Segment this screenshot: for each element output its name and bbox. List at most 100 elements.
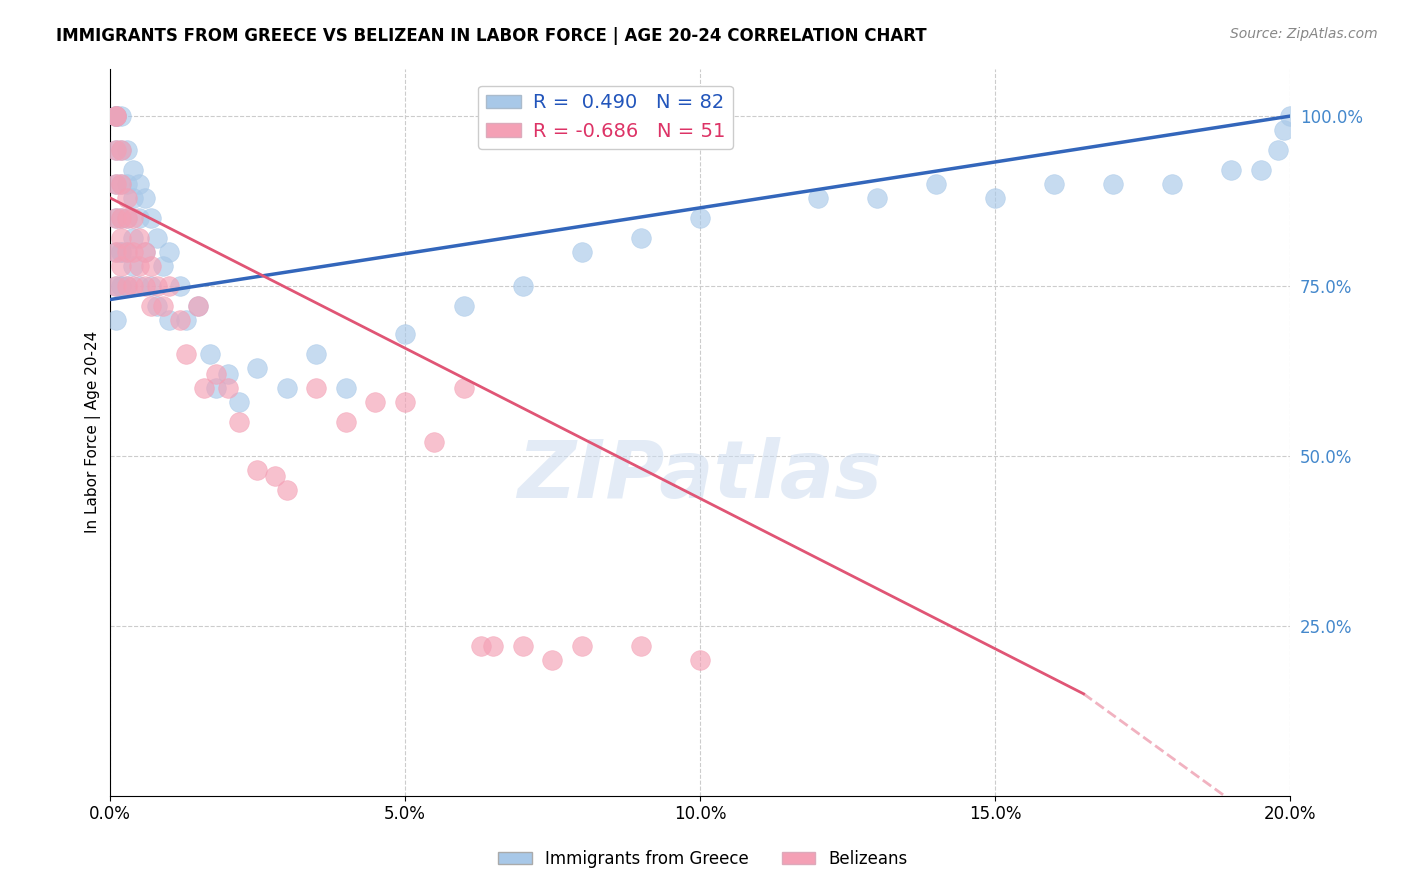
Point <box>146 299 169 313</box>
Point <box>117 245 139 260</box>
Point <box>104 211 127 225</box>
Point <box>110 177 132 191</box>
Point <box>217 381 239 395</box>
Point <box>104 109 127 123</box>
Point <box>104 279 127 293</box>
Point <box>104 211 127 225</box>
Point <box>169 279 191 293</box>
Point <box>134 279 156 293</box>
Point <box>110 259 132 273</box>
Text: Source: ZipAtlas.com: Source: ZipAtlas.com <box>1230 27 1378 41</box>
Point <box>117 245 139 260</box>
Point <box>187 299 209 313</box>
Point <box>1267 143 1289 157</box>
Point <box>122 279 145 293</box>
Point <box>228 394 250 409</box>
Point <box>110 231 132 245</box>
Point <box>104 245 127 260</box>
Point <box>1250 163 1272 178</box>
Point <box>104 279 127 293</box>
Point <box>122 259 145 273</box>
Legend: R =  0.490   N = 82, R = -0.686   N = 51: R = 0.490 N = 82, R = -0.686 N = 51 <box>478 86 733 149</box>
Point <box>453 299 475 313</box>
Point <box>128 259 150 273</box>
Point <box>364 394 387 409</box>
Point <box>134 245 156 260</box>
Point <box>335 381 357 395</box>
Point <box>128 211 150 225</box>
Point <box>104 313 127 327</box>
Point <box>110 143 132 157</box>
Point <box>512 279 534 293</box>
Point <box>246 462 269 476</box>
Point <box>104 177 127 191</box>
Legend: Immigrants from Greece, Belizeans: Immigrants from Greece, Belizeans <box>492 844 914 875</box>
Point <box>122 191 145 205</box>
Point <box>264 469 287 483</box>
Point <box>157 313 180 327</box>
Point <box>110 211 132 225</box>
Point <box>630 231 652 245</box>
Point <box>110 279 132 293</box>
Point <box>984 191 1007 205</box>
Point <box>104 109 127 123</box>
Point <box>128 231 150 245</box>
Point <box>104 245 127 260</box>
Point <box>139 259 162 273</box>
Point <box>1220 163 1243 178</box>
Point <box>117 177 139 191</box>
Point <box>110 177 132 191</box>
Y-axis label: In Labor Force | Age 20-24: In Labor Force | Age 20-24 <box>86 331 101 533</box>
Point <box>470 639 492 653</box>
Point <box>157 279 180 293</box>
Point <box>122 245 145 260</box>
Point <box>541 653 564 667</box>
Point <box>276 483 298 497</box>
Point <box>117 143 139 157</box>
Point <box>117 211 139 225</box>
Point <box>104 143 127 157</box>
Point <box>110 143 132 157</box>
Point <box>117 279 139 293</box>
Point <box>394 394 416 409</box>
Point <box>1161 177 1184 191</box>
Point <box>152 259 174 273</box>
Point <box>110 279 132 293</box>
Point <box>807 191 830 205</box>
Point <box>110 245 132 260</box>
Point <box>104 177 127 191</box>
Point <box>1102 177 1125 191</box>
Text: IMMIGRANTS FROM GREECE VS BELIZEAN IN LABOR FORCE | AGE 20-24 CORRELATION CHART: IMMIGRANTS FROM GREECE VS BELIZEAN IN LA… <box>56 27 927 45</box>
Point <box>394 326 416 341</box>
Point <box>630 639 652 653</box>
Point <box>228 415 250 429</box>
Point <box>335 415 357 429</box>
Point <box>571 245 593 260</box>
Point <box>117 279 139 293</box>
Point <box>205 368 228 382</box>
Point <box>246 360 269 375</box>
Point <box>453 381 475 395</box>
Point <box>198 347 221 361</box>
Point <box>146 279 169 293</box>
Point <box>104 109 127 123</box>
Point <box>122 231 145 245</box>
Point <box>187 299 209 313</box>
Point <box>139 299 162 313</box>
Point <box>689 653 711 667</box>
Point <box>117 191 139 205</box>
Point <box>110 109 132 123</box>
Point <box>512 639 534 653</box>
Point <box>169 313 191 327</box>
Point <box>217 368 239 382</box>
Point <box>122 163 145 178</box>
Point <box>1279 109 1302 123</box>
Point <box>117 211 139 225</box>
Point <box>122 211 145 225</box>
Point <box>482 639 505 653</box>
Point <box>146 231 169 245</box>
Point <box>134 245 156 260</box>
Point <box>866 191 889 205</box>
Text: ZIPatlas: ZIPatlas <box>517 437 883 515</box>
Point <box>1272 122 1295 136</box>
